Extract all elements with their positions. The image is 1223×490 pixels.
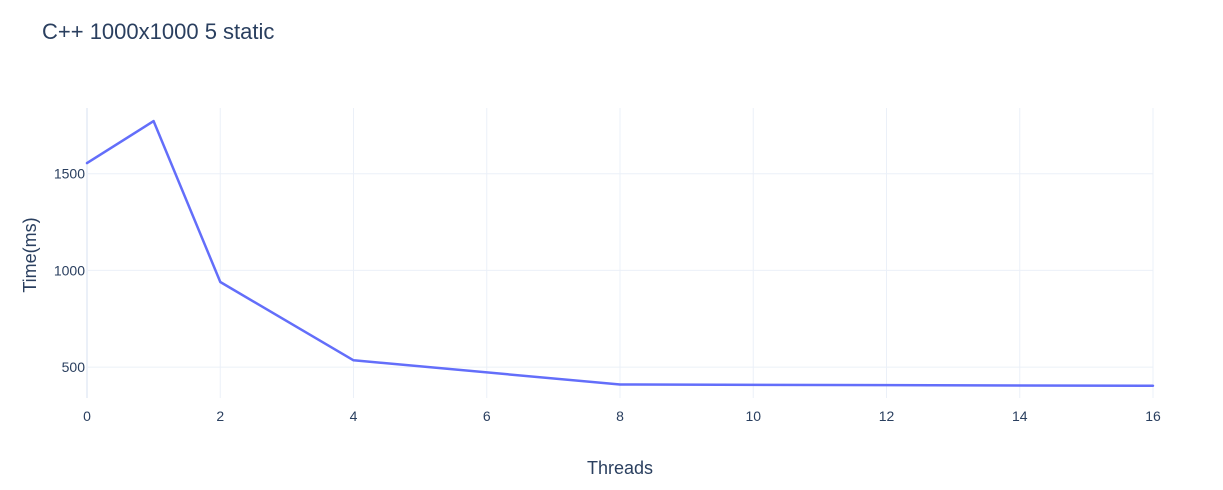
series-line xyxy=(85,119,1155,388)
x-tick-label: 12 xyxy=(879,408,895,424)
x-tick-label: 4 xyxy=(350,408,358,424)
x-tick-label: 8 xyxy=(616,408,624,424)
x-tick-label: 10 xyxy=(745,408,761,424)
x-tick-label: 0 xyxy=(83,408,91,424)
x-axis-title: Threads xyxy=(587,458,653,478)
y-tick-label: 1500 xyxy=(54,166,85,182)
y-tick-label: 500 xyxy=(62,359,86,375)
chart-title: C++ 1000x1000 5 static xyxy=(42,19,274,44)
grid-layer xyxy=(86,108,1154,398)
tick-label-layer: 0 2 4 6 8 10 12 14 16 500 1000 1500 xyxy=(54,166,1161,424)
y-axis-title: Time(ms) xyxy=(20,217,40,292)
x-tick-label: 2 xyxy=(216,408,224,424)
x-tick-label: 14 xyxy=(1012,408,1028,424)
y-tick-label: 1000 xyxy=(54,262,85,278)
series-layer xyxy=(85,119,1155,388)
x-tick-label: 6 xyxy=(483,408,491,424)
x-tick-label: 16 xyxy=(1145,408,1161,424)
